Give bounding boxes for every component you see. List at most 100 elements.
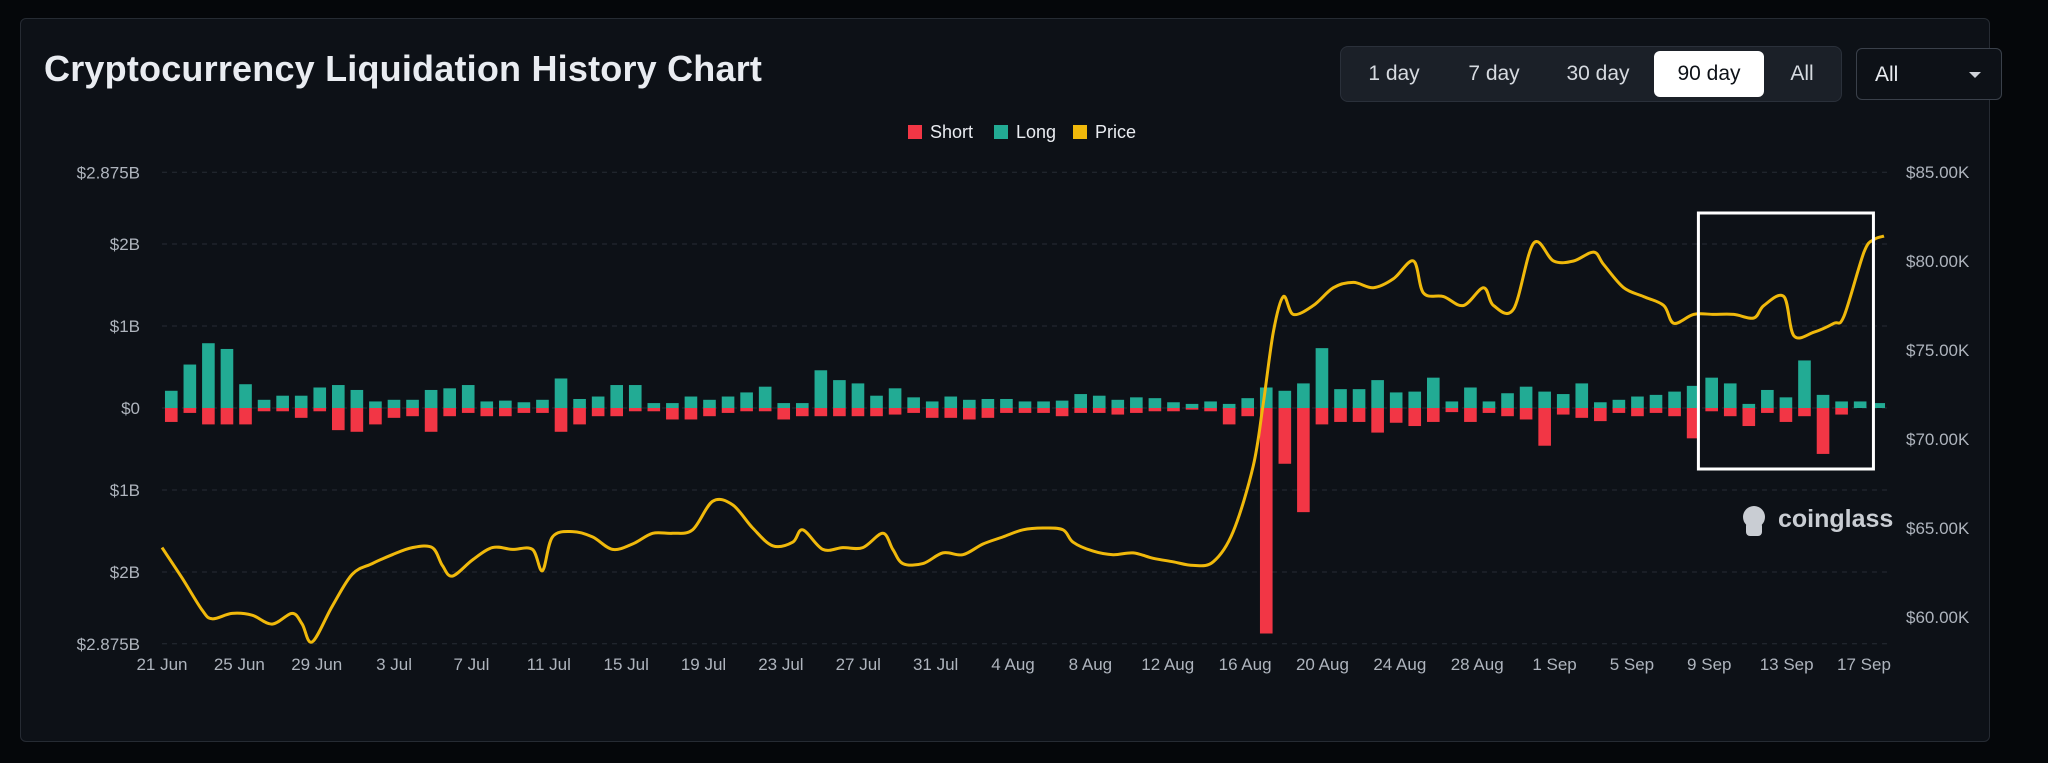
long-bar <box>1204 401 1217 408</box>
coin-select-dropdown[interactable]: All <box>1856 48 2002 100</box>
x-tick-label: 16 Aug <box>1219 655 1272 674</box>
long-bar <box>1018 401 1032 408</box>
short-bar <box>703 408 716 417</box>
long-bar <box>1556 394 1570 408</box>
long-bar <box>1705 377 1718 408</box>
x-tick-label: 12 Aug <box>1141 655 1194 674</box>
long-bar <box>1334 389 1347 408</box>
long-bar <box>1426 377 1440 408</box>
highlight-box <box>1696 211 1875 471</box>
short-bar <box>1538 408 1551 446</box>
long-bar <box>1000 398 1013 408</box>
long-bar <box>1037 401 1050 408</box>
long-bar <box>684 396 698 408</box>
y-right-tick-label: $65.00K <box>1906 519 1970 538</box>
long-bar <box>1872 403 1886 408</box>
x-tick-label: 4 Aug <box>991 655 1035 674</box>
long-bar <box>1278 390 1292 408</box>
short-bar <box>1371 408 1384 433</box>
long-bar <box>257 399 271 408</box>
x-tick-label: 11 Jul <box>527 655 571 674</box>
y-left-tick-label: $1B <box>110 317 140 336</box>
long-bar <box>814 370 828 408</box>
long-bar <box>944 396 958 408</box>
short-bar <box>499 408 512 417</box>
short-bar <box>1297 408 1310 513</box>
long-bar <box>1649 394 1663 408</box>
short-bar <box>1686 408 1700 439</box>
long-bar <box>387 399 401 408</box>
long-bar <box>480 401 494 408</box>
short-bar <box>1761 408 1774 413</box>
legend-label-short: Short <box>930 122 973 142</box>
chart-legend: Short Long Price <box>908 122 1136 142</box>
short-bar <box>1501 408 1514 417</box>
long-bar <box>573 398 586 408</box>
long-bar <box>443 388 456 408</box>
long-bar <box>907 397 920 408</box>
y-left-tick-label: $2B <box>110 563 140 582</box>
long-bar <box>721 396 735 408</box>
time-range-selector: 1 day 7 day 30 day 90 day All <box>1340 46 1842 102</box>
long-bar <box>424 389 438 408</box>
short-bar <box>1148 408 1162 412</box>
short-bar <box>740 408 753 412</box>
long-bar <box>1798 360 1811 408</box>
x-tick-label: 15 Jul <box>603 655 648 674</box>
long-bar <box>1538 391 1551 408</box>
y-right-tick-label: $75.00K <box>1906 341 1970 360</box>
x-tick-label: 31 Jul <box>913 655 958 674</box>
long-bar <box>870 395 883 408</box>
x-tick-label: 3 Jul <box>376 655 412 674</box>
short-bar <box>1408 408 1422 427</box>
short-bar <box>870 408 883 417</box>
long-bar <box>610 385 624 408</box>
range-all-button[interactable]: All <box>1790 62 1814 85</box>
short-bar <box>721 408 735 413</box>
short-bar <box>1334 408 1347 422</box>
long-bar <box>1501 393 1514 408</box>
short-bar <box>350 408 364 432</box>
long-bar <box>1779 397 1793 408</box>
short-bar <box>758 408 772 412</box>
x-tick-label: 25 Jun <box>214 655 265 674</box>
short-bar <box>220 408 234 425</box>
y-left-tick-label: $2.875B <box>77 635 140 654</box>
long-bar <box>1130 397 1143 408</box>
short-bar <box>1556 408 1570 415</box>
short-bar <box>944 408 958 418</box>
short-bar <box>684 408 698 420</box>
long-bar <box>963 399 976 408</box>
long-bar <box>1111 399 1125 408</box>
long-bar <box>183 364 197 408</box>
range-1-day-button[interactable]: 1 day <box>1368 62 1420 85</box>
long-bar <box>536 399 549 408</box>
long-bar <box>276 395 289 408</box>
short-bar <box>257 408 271 412</box>
long-bar <box>1074 394 1087 408</box>
long-bar <box>1297 383 1310 408</box>
legend-label-long: Long <box>1016 122 1056 142</box>
short-bar <box>981 408 995 418</box>
x-tick-label: 20 Aug <box>1296 655 1349 674</box>
short-bar <box>387 408 401 418</box>
x-tick-label: 27 Jul <box>836 655 881 674</box>
range-30-day-button[interactable]: 30 day <box>1566 62 1630 85</box>
y-left-tick-label: $2.875B <box>77 163 140 182</box>
short-bar <box>1575 408 1589 418</box>
long-bar <box>1445 401 1459 408</box>
long-bar <box>220 348 234 408</box>
long-bar <box>461 385 475 408</box>
x-tick-label: 5 Sep <box>1610 655 1654 674</box>
range-90-day-button[interactable]: 90 day <box>1654 51 1764 97</box>
long-bar <box>1816 394 1830 408</box>
short-bar <box>1204 408 1217 412</box>
short-bar <box>1649 408 1663 413</box>
long-bar <box>164 390 178 408</box>
short-bar <box>1464 408 1477 422</box>
range-7-day-button[interactable]: 7 day <box>1468 62 1520 85</box>
short-bar <box>480 408 494 417</box>
short-bar <box>591 408 605 417</box>
long-bar <box>1148 398 1162 408</box>
